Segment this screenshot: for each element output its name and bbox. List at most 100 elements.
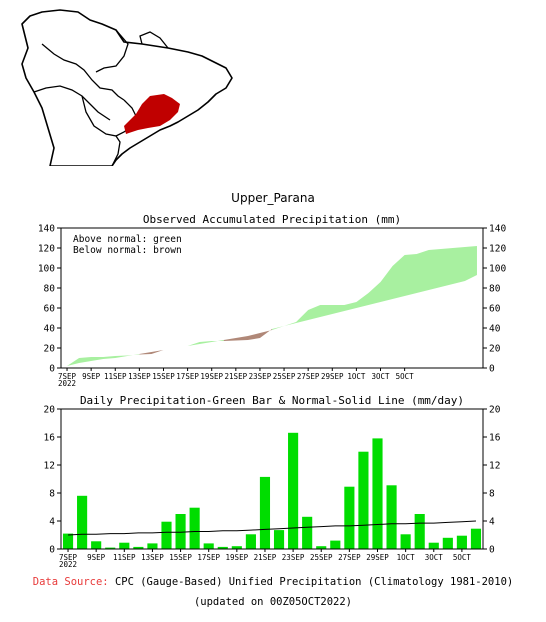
region-locator-map <box>21 9 233 166</box>
x-year-label: 2022 <box>59 560 77 569</box>
y-tick-label-left: 8 <box>49 489 55 500</box>
x-tick-label: 17SEP <box>197 553 220 562</box>
precip-bar <box>217 546 228 549</box>
precip-bar <box>302 516 313 549</box>
precip-bar <box>344 486 355 549</box>
y-tick-label-left: 0 <box>49 545 55 556</box>
y-tick-label-left: 20 <box>44 405 56 416</box>
above-normal-area <box>272 246 477 330</box>
precip-bar <box>231 546 242 549</box>
x-tick-label: 3OCT <box>371 372 390 381</box>
below-normal-area <box>139 350 164 355</box>
x-tick-label: 7SEP <box>59 553 78 562</box>
x-tick-label: 23SEP <box>282 553 305 562</box>
data-source-text: CPC (Gauge-Based) Unified Precipitation … <box>114 576 514 588</box>
precip-bar <box>62 533 74 549</box>
normal-line <box>68 520 476 536</box>
precip-bar <box>77 495 88 549</box>
precip-bar <box>147 543 158 549</box>
x-tick-label: 5OCT <box>453 553 472 562</box>
x-tick-label: 11SEP <box>104 372 127 381</box>
x-tick-label: 1OCT <box>397 553 416 562</box>
y-tick-label-right: 4 <box>489 517 495 528</box>
x-tick-label: 9SEP <box>82 372 101 381</box>
x-tick-label: 29SEP <box>321 372 344 381</box>
x-tick-label: 3OCT <box>425 553 444 562</box>
y-tick-label-right: 120 <box>489 244 506 255</box>
daily-precipitation-chart: Daily Precipitation-Green Bar & Normal-S… <box>44 394 501 569</box>
x-tick-label: 7SEP <box>58 372 77 381</box>
x-tick-label: 13SEP <box>128 372 151 381</box>
y-tick-label-left: 12 <box>44 461 55 472</box>
chart-title: Daily Precipitation-Green Bar & Normal-S… <box>80 394 464 407</box>
precip-bar <box>400 534 411 549</box>
precip-bar <box>119 542 130 549</box>
chart-title: Observed Accumulated Precipitation (mm) <box>143 213 401 226</box>
x-tick-label: 21SEP <box>225 372 248 381</box>
y-tick-label-right: 12 <box>489 461 500 472</box>
x-tick-label: 29SEP <box>366 553 389 562</box>
plot-frame <box>60 408 484 550</box>
precip-bar <box>245 534 256 549</box>
y-tick-label-left: 80 <box>44 284 56 295</box>
south-america-outline <box>21 9 233 166</box>
y-tick-label-right: 16 <box>489 433 501 444</box>
y-tick-label-left: 40 <box>44 324 56 335</box>
precip-bar <box>203 543 214 549</box>
precip-bar <box>386 485 397 549</box>
y-tick-label-right: 100 <box>489 264 506 275</box>
precip-bar <box>273 530 285 549</box>
precip-bar <box>91 541 102 549</box>
y-tick-label-right: 20 <box>489 405 501 416</box>
x-tick-label: 23SEP <box>249 372 272 381</box>
x-tick-label: 15SEP <box>152 372 175 381</box>
y-tick-label-right: 40 <box>489 324 501 335</box>
precip-bar <box>259 476 271 549</box>
y-tick-label-left: 16 <box>44 433 56 444</box>
x-tick-label: 5OCT <box>396 372 415 381</box>
x-tick-label: 19SEP <box>226 553 249 562</box>
x-tick-label: 27SEP <box>338 553 361 562</box>
above-normal-area <box>67 354 140 366</box>
updated-timestamp: (updated on 00Z05OCT2022) <box>193 596 353 608</box>
below-normal-area <box>223 329 272 341</box>
x-tick-label: 15SEP <box>169 553 192 562</box>
precip-bar <box>456 535 467 549</box>
precip-bar <box>288 432 299 549</box>
annotation-below-normal: Below normal: brown <box>73 245 182 256</box>
y-tick-label-left: 4 <box>49 517 55 528</box>
y-tick-label-right: 140 <box>489 224 506 235</box>
precip-bar <box>189 507 200 549</box>
precip-bar <box>161 521 172 549</box>
y-tick-label-right: 80 <box>489 284 501 295</box>
y-tick-label-left: 60 <box>44 304 56 315</box>
x-tick-label: 9SEP <box>87 553 106 562</box>
precip-bar <box>105 547 116 549</box>
y-tick-label-left: 100 <box>38 264 55 275</box>
precip-bar <box>428 542 439 549</box>
plot-frame <box>60 227 484 369</box>
precip-bar <box>442 537 453 549</box>
precip-bar <box>372 438 383 549</box>
annotation-above-normal: Above normal: green <box>73 234 182 245</box>
y-tick-label-right: 20 <box>489 344 501 355</box>
x-tick-label: 11SEP <box>113 553 136 562</box>
data-source-label: Data Source: <box>32 576 109 588</box>
upper-parana-basin-region <box>124 94 180 134</box>
x-tick-label: 25SEP <box>310 553 333 562</box>
precip-bar <box>358 451 369 549</box>
x-tick-label: 17SEP <box>176 372 199 381</box>
precip-bar <box>414 514 425 549</box>
precip-bar <box>330 540 341 549</box>
y-tick-label-right: 0 <box>489 545 495 556</box>
x-tick-label: 27SEP <box>297 372 320 381</box>
accumulated-precipitation-chart: Observed Accumulated Precipitation (mm) 0… <box>38 213 507 388</box>
precip-bar <box>316 546 327 549</box>
y-tick-label-right: 60 <box>489 304 501 315</box>
x-year-label: 2022 <box>58 379 76 388</box>
x-tick-label: 13SEP <box>141 553 164 562</box>
region-title: Upper_Parana <box>231 191 315 205</box>
x-tick-label: 25SEP <box>273 372 296 381</box>
x-tick-label: 21SEP <box>254 553 277 562</box>
above-normal-area <box>163 340 224 350</box>
